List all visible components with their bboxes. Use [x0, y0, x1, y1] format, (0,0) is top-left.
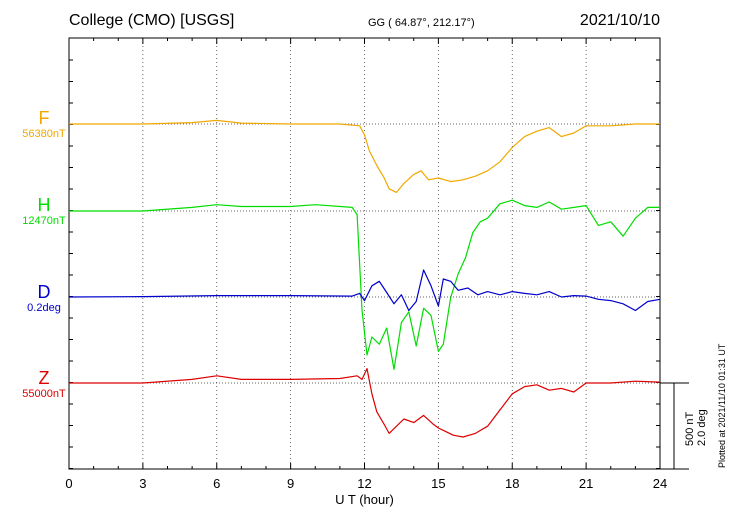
x-tick-label: 6 — [213, 476, 220, 491]
label-d-name: D — [37, 282, 51, 302]
x-axis-label: U T (hour) — [335, 492, 394, 507]
plot-date: 2021/10/10 — [579, 12, 660, 29]
label-d-baseline: 0.2deg — [27, 302, 61, 314]
label-h-baseline: 12470nT — [22, 215, 66, 227]
x-tick-label: 3 — [139, 476, 146, 491]
label-z-baseline: 55000nT — [22, 388, 66, 400]
label-h-name: H — [37, 195, 51, 215]
series-line-d — [68, 269, 661, 312]
label-f-baseline: 56380nT — [22, 128, 66, 140]
x-tick-label: 12 — [357, 476, 371, 491]
x-tick-label: 21 — [579, 476, 593, 491]
x-tick-label: 0 — [65, 476, 72, 491]
series-line-z — [69, 368, 661, 438]
label-d: D 0.2deg — [14, 282, 74, 315]
scale-bar-label: 500 nT 2.0 deg — [684, 409, 708, 446]
x-tick-label: 18 — [505, 476, 519, 491]
series-line-h — [69, 199, 660, 370]
x-tick-label: 9 — [287, 476, 294, 491]
label-f: F 56380nT — [14, 108, 74, 141]
label-z: Z 55000nT — [14, 368, 74, 401]
x-tick-label: 15 — [431, 476, 445, 491]
geographic-coordinates: GG ( 64.87°, 212.17°) — [368, 17, 475, 29]
scale-nt: 500 nT — [684, 411, 696, 446]
x-tick-label: 24 — [653, 476, 667, 491]
station-title: College (CMO) [USGS] — [69, 12, 235, 29]
plotted-timestamp: Plotted at 2021/11/10 01:31 UT — [717, 343, 727, 468]
scale-deg: 2.0 deg — [696, 409, 708, 446]
series-line-f — [69, 119, 660, 193]
label-z-name: Z — [38, 368, 50, 388]
label-f-name: F — [38, 108, 50, 128]
label-h: H 12470nT — [14, 195, 74, 228]
